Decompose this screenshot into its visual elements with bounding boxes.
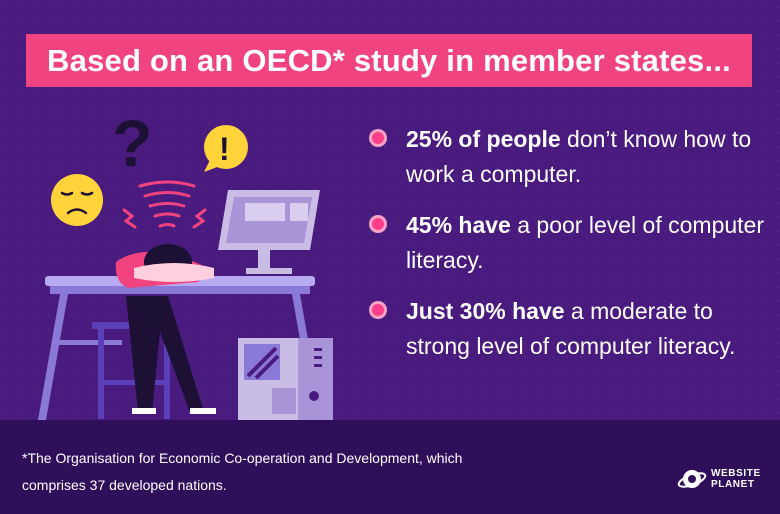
exclamation-bubble-icon: ! [204,125,248,172]
exclamation-mark-glyph: ! [219,131,230,167]
logo-text: WEBSITE PLANET [711,468,761,490]
stat-text: don’t know how to work a computer. [406,126,752,187]
dizzy-swirl-icon [122,180,207,229]
stat-bold: 45% have [406,212,511,238]
stat-bold: 25% of people [406,126,561,152]
sad-face-icon [51,174,103,226]
title-banner: Based on an OECD* study in member states… [26,34,752,87]
logo-line-1: WEBSITE [711,468,761,479]
desktop-tower-icon [238,338,333,422]
bullet-icon [372,218,384,230]
stat-item: Just 30% have a moderate to strong level… [372,294,772,364]
bullet-icon [372,132,384,144]
planet-icon [677,470,707,488]
stats-list: 25% of people don’t know how to work a c… [372,122,772,380]
stat-item: 45% have a poor level of computer litera… [372,208,772,278]
footnote: *The Organisation for Economic Co-operat… [22,450,463,493]
footer: *The Organisation for Economic Co-operat… [0,420,780,514]
person [115,244,216,414]
stat-item: 25% of people don’t know how to work a c… [372,122,772,192]
stat-text: a moderate to strong level of computer l… [406,298,736,359]
question-mark-icon: ? [112,106,152,180]
stat-bold: Just 30% have [406,298,565,324]
stat-text: a poor level of computer literacy. [406,212,764,273]
computer-monitor-icon [218,190,320,274]
bullet-icon [372,304,384,316]
stressed-person-illustration: ? ! [38,106,333,422]
page-title: Based on an OECD* study in member states… [47,42,731,78]
logo-line-2: PLANET [711,479,755,490]
website-planet-logo: WEBSITE PLANET [677,466,761,492]
